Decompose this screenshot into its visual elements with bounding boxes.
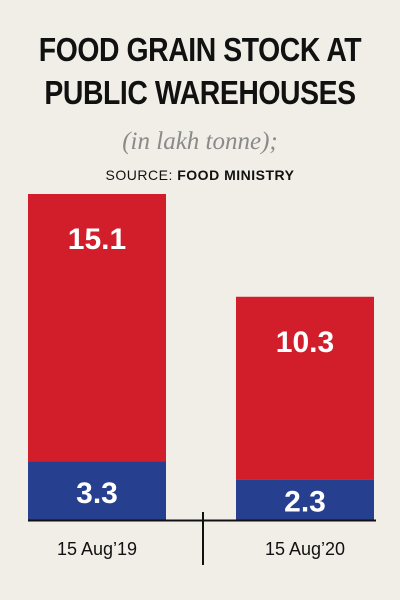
bar-segment-red-2: [236, 296, 374, 480]
data-label-red-1: 15.1: [68, 223, 126, 256]
source-prefix: SOURCE:: [105, 167, 173, 183]
bar-segment-blue-2: [236, 479, 374, 520]
bar-segment-red-1: [28, 194, 166, 462]
data-label-blue-1: 3.3: [76, 477, 118, 510]
chart-subtitle: (in lakh tonne);: [122, 128, 278, 155]
chart-title-line-2: PUBLIC WAREHOUSES: [44, 74, 356, 111]
category-label-2: 15 Aug’20: [265, 539, 345, 559]
data-label-blue-2: 2.3: [284, 486, 326, 519]
source-line: SOURCE: FOOD MINISTRY: [0, 167, 400, 183]
chart-title-line-1: FOOD GRAIN STOCK AT: [38, 31, 362, 68]
bar-segment-blue-1: [28, 461, 166, 520]
source-name: FOOD MINISTRY: [177, 167, 295, 183]
category-label-1: 15 Aug’19: [57, 539, 137, 559]
data-label-red-2: 10.3: [276, 326, 334, 359]
